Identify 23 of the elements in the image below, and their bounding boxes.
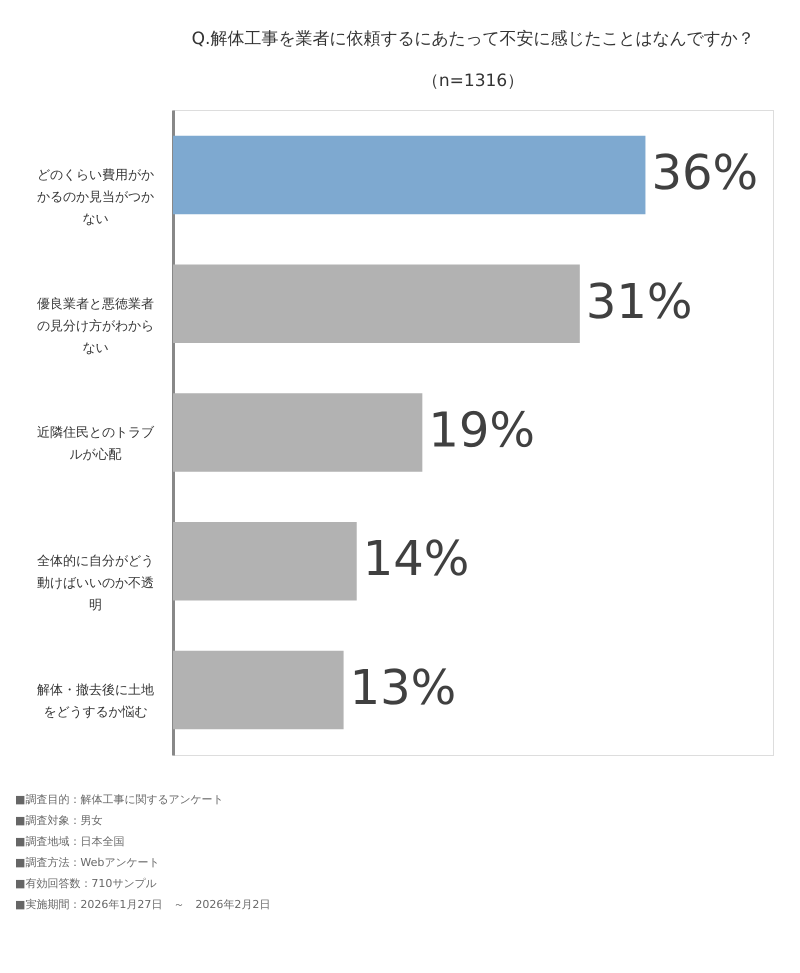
bar [173, 650, 344, 730]
bar [173, 264, 580, 344]
y-tick-label: 近隣住民とのトラブルが心配 [37, 426, 155, 462]
chart-subtitle: （n=1316） [422, 71, 524, 91]
bar [173, 393, 422, 472]
y-tick-label: 解体・撤去後に土地をどうするか悩む [37, 682, 154, 720]
y-tick-label: 優良業者と悪徳業者の見分け方がわからない [37, 296, 154, 356]
bar [173, 522, 357, 601]
data-label: 14% [362, 531, 470, 588]
data-label: 19% [428, 402, 536, 458]
data-label: 13% [350, 660, 456, 716]
text: ■実施期間：2026年1月27日 ～ 2026年2月2日 [15, 898, 270, 911]
y-tick-label: 全体的に自分がどう動けばいいのか不透明 [37, 554, 154, 614]
text: ■調査方法：Webアンケート [15, 856, 160, 869]
text: ■調査対象：男女 [15, 814, 102, 827]
bar [173, 136, 646, 214]
y-tick-label: どのくらい費用がかかるのか見当がつかない [37, 168, 154, 228]
data-label: 31% [586, 274, 693, 330]
text: ■調査目的：解体工事に関するアンケート [15, 793, 224, 806]
data-label: 36% [651, 145, 758, 202]
chart-title: Q.解体工事を業者に依頼するにあたって不安に感じたことはなんですか？ [192, 29, 754, 49]
text: ■調査地域：日本全国 [15, 835, 124, 848]
text: ■有効回答数：710サンプル [15, 877, 156, 890]
